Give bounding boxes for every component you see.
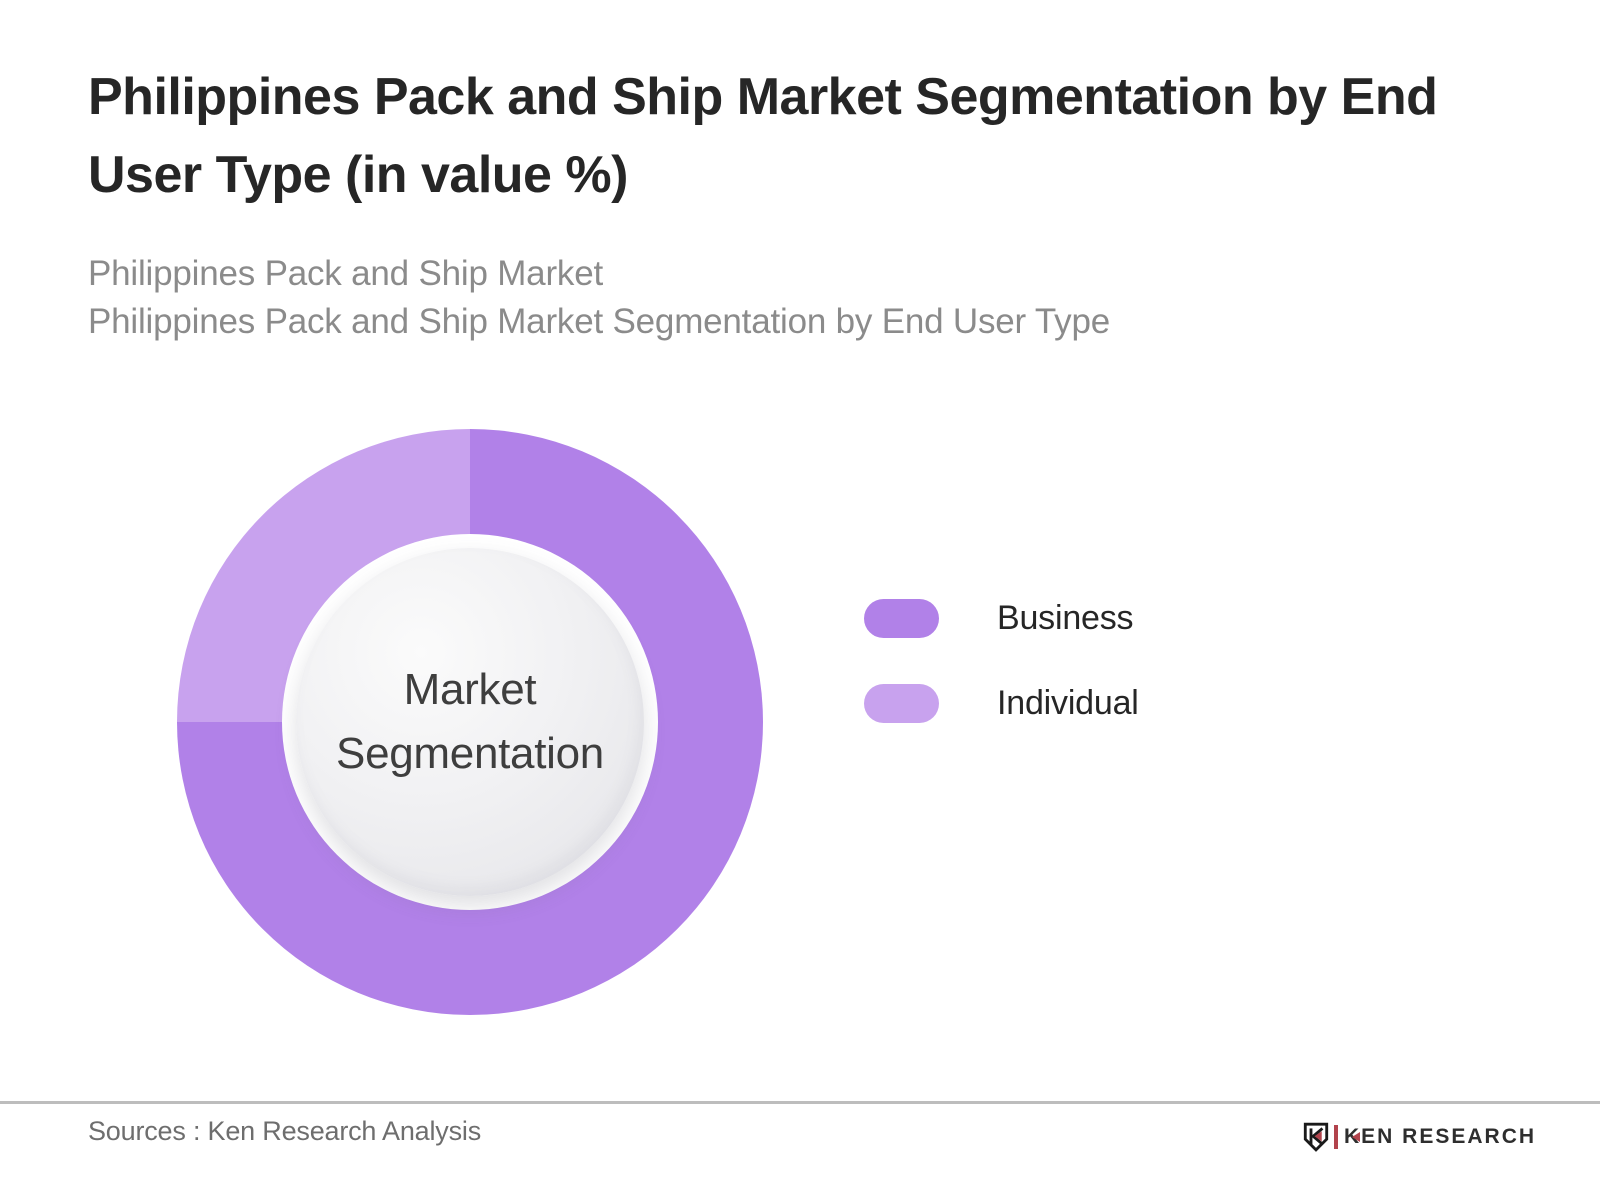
logo-separator-bar <box>1334 1125 1338 1149</box>
donut-hole: Market Segmentation <box>282 534 658 910</box>
center-label-line-2: Segmentation <box>336 729 604 778</box>
center-label-line-1: Market <box>403 665 537 714</box>
logo-k-red-triangle-icon <box>1352 1132 1360 1142</box>
legend-label-business: Business <box>997 599 1134 637</box>
chart-title: Philippines Pack and Ship Market Segment… <box>88 68 1438 204</box>
donut-chart[interactable]: Market Segmentation <box>177 429 763 1015</box>
chart-legend: Business Individual <box>864 599 1139 769</box>
footer-divider <box>0 1101 1600 1104</box>
business-swatch-icon <box>864 599 939 638</box>
legend-item-individual[interactable]: Individual <box>864 684 1139 723</box>
chart-subtitle: Philippines Pack and Ship Market Philipp… <box>88 250 1488 346</box>
legend-label-individual: Individual <box>997 684 1139 722</box>
subtitle-line-2: Philippines Pack and Ship Market Segment… <box>88 302 1110 341</box>
logo-text-wrap: KEN RESEARCH <box>1344 1125 1536 1149</box>
source-note: Sources : Ken Research Analysis <box>88 1116 481 1146</box>
legend-item-business[interactable]: Business <box>864 599 1139 638</box>
ken-research-logo: KEN RESEARCH <box>1303 1119 1536 1155</box>
donut-center-disc: Market Segmentation <box>296 548 644 896</box>
subtitle-line-1: Philippines Pack and Ship Market <box>88 254 603 293</box>
shield-k-icon <box>1303 1122 1329 1152</box>
individual-swatch-icon <box>864 684 939 723</box>
logo-brand-text: KEN RESEARCH <box>1344 1125 1537 1148</box>
